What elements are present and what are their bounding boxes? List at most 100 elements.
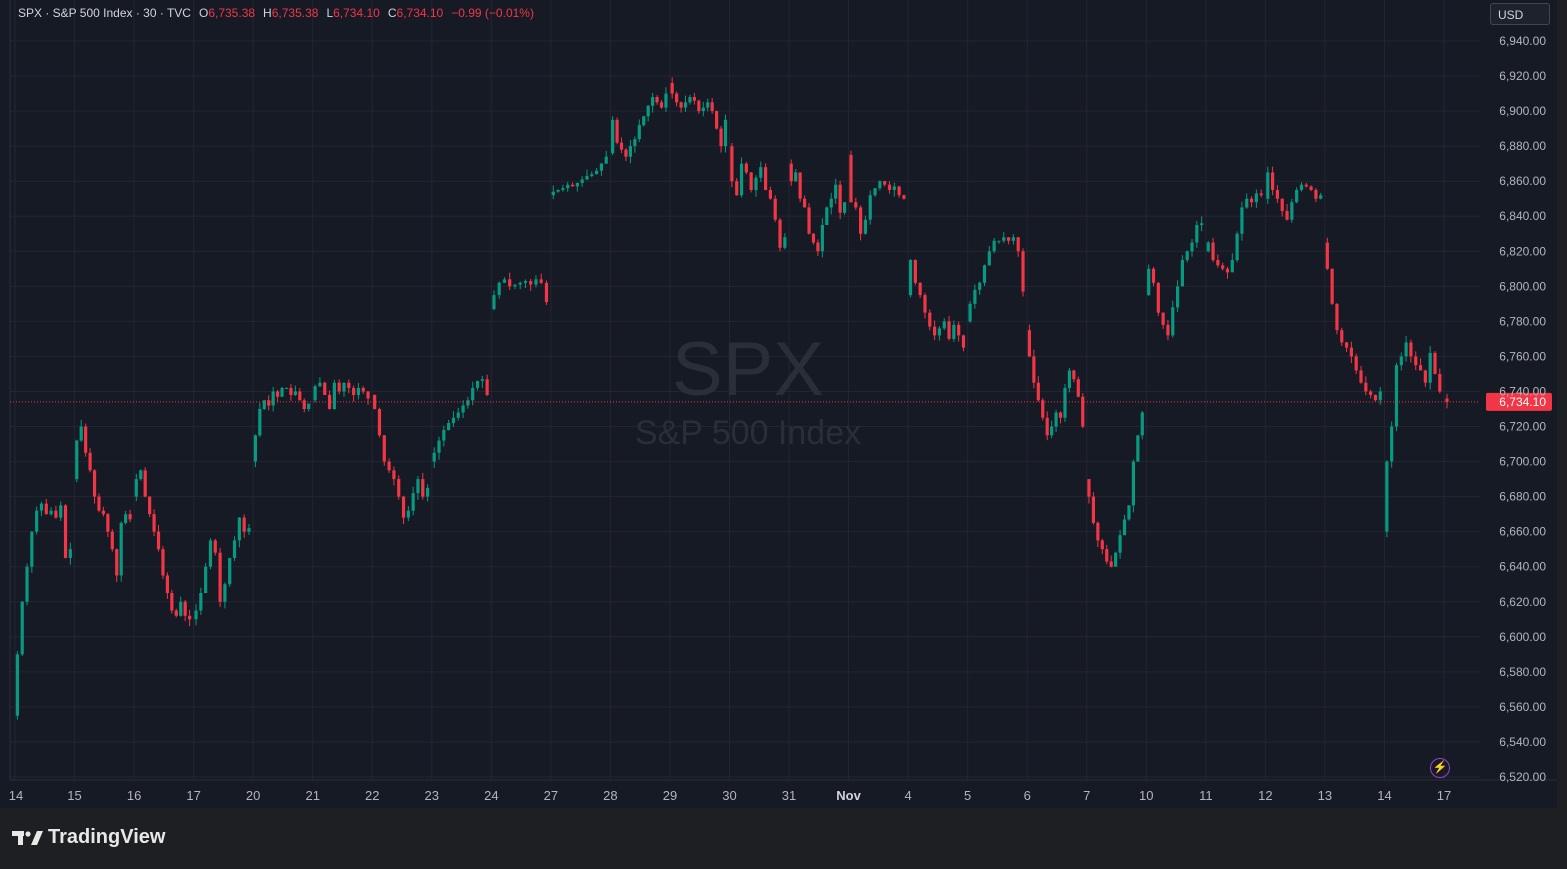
low-label: L	[326, 6, 334, 20]
candle	[92, 469, 97, 504]
close-value: 6,734.10	[396, 6, 444, 20]
candle	[1081, 393, 1085, 429]
currency-button[interactable]: USD	[1490, 3, 1550, 25]
price-axis: 6,520.00 6,540.00 6,560.00 6,580.00 6,600.00…	[1499, 34, 1546, 784]
candle	[1185, 250, 1189, 263]
candle	[1230, 253, 1234, 273]
candle	[59, 501, 63, 522]
lightning-icon[interactable]: ⚡	[1430, 758, 1450, 778]
candle	[242, 514, 246, 538]
candle	[768, 186, 773, 200]
footer	[0, 808, 1567, 869]
candle	[119, 521, 123, 582]
candle	[401, 495, 406, 524]
candle	[280, 386, 284, 397]
candle	[1140, 410, 1144, 440]
time-tick-label: 14	[1377, 788, 1391, 803]
candle	[318, 377, 322, 388]
candle	[942, 318, 946, 331]
candle	[1021, 248, 1025, 297]
candle	[228, 557, 232, 587]
candle	[892, 182, 896, 197]
candle	[1067, 368, 1072, 393]
candle	[232, 536, 237, 562]
price-tick-label: 6,620.00	[1499, 595, 1546, 609]
price-tick-label: 6,840.00	[1499, 209, 1546, 223]
candle	[79, 419, 83, 442]
candle	[1175, 280, 1180, 313]
candle	[794, 168, 798, 182]
time-tick-label: 24	[484, 788, 498, 803]
candle	[347, 379, 351, 394]
time-tick-label: 17	[1437, 788, 1451, 803]
candle	[480, 375, 484, 388]
time-tick-label: 23	[425, 788, 439, 803]
candle	[267, 395, 271, 411]
candle	[1249, 196, 1254, 208]
candle	[247, 524, 251, 535]
candlestick-chart[interactable]: SPX S&P 500 Index 6,734.10 6,520.00 6,540…	[0, 0, 1557, 808]
candle	[1221, 262, 1225, 271]
candle	[361, 386, 365, 394]
candle	[1428, 346, 1432, 390]
candle	[897, 185, 901, 198]
tradingview-logo[interactable]: TradingView	[12, 826, 165, 849]
candle	[437, 436, 441, 460]
candle	[49, 507, 53, 516]
candle	[675, 91, 679, 107]
candle	[1180, 255, 1184, 287]
candle	[798, 172, 802, 203]
candle	[492, 290, 496, 311]
candle	[575, 182, 579, 192]
candle	[253, 434, 257, 468]
candle	[1045, 411, 1049, 441]
candle	[199, 587, 203, 616]
candle	[1122, 514, 1127, 536]
price-tick-label: 6,900.00	[1499, 104, 1546, 118]
time-tick-label: 16	[127, 788, 141, 803]
time-tick-label: 17	[186, 788, 200, 803]
candle	[1445, 393, 1449, 409]
candle	[237, 517, 241, 548]
candle	[908, 259, 913, 298]
candle	[1373, 394, 1378, 402]
candle	[392, 466, 396, 486]
time-tick-label: 30	[722, 788, 736, 803]
candle	[749, 172, 753, 193]
candle	[1016, 237, 1020, 257]
candle	[373, 394, 377, 410]
open-value: 6,735.38	[208, 6, 256, 20]
candles	[15, 77, 1449, 720]
candle	[298, 388, 302, 401]
candle	[1063, 383, 1067, 422]
candle	[451, 410, 456, 427]
candle	[75, 439, 79, 483]
candle	[918, 282, 922, 298]
candle	[529, 278, 533, 291]
candle	[604, 150, 608, 164]
candle	[580, 176, 584, 187]
candle	[585, 169, 589, 181]
candle	[739, 157, 744, 198]
chart-area[interactable]: SPX S&P 500 Index 6,734.10 6,520.00 6,540…	[0, 0, 1557, 808]
candle	[783, 233, 787, 250]
candle	[337, 379, 341, 395]
time-tick-label: 11	[1199, 788, 1213, 803]
candle	[44, 499, 48, 515]
candle	[697, 99, 701, 114]
candle	[1309, 185, 1313, 192]
candle	[863, 215, 868, 235]
candle	[1340, 327, 1344, 346]
price-tick-label: 6,760.00	[1499, 349, 1546, 363]
candle	[692, 93, 696, 105]
candle	[128, 509, 132, 523]
candle	[849, 150, 853, 203]
candle	[262, 400, 266, 411]
candle	[1364, 376, 1368, 396]
candle	[556, 189, 560, 193]
candle	[1423, 369, 1427, 388]
candle	[1245, 193, 1249, 209]
candle	[475, 380, 480, 391]
time-tick-label: 10	[1139, 788, 1153, 803]
price-tick-label: 6,780.00	[1499, 314, 1546, 328]
